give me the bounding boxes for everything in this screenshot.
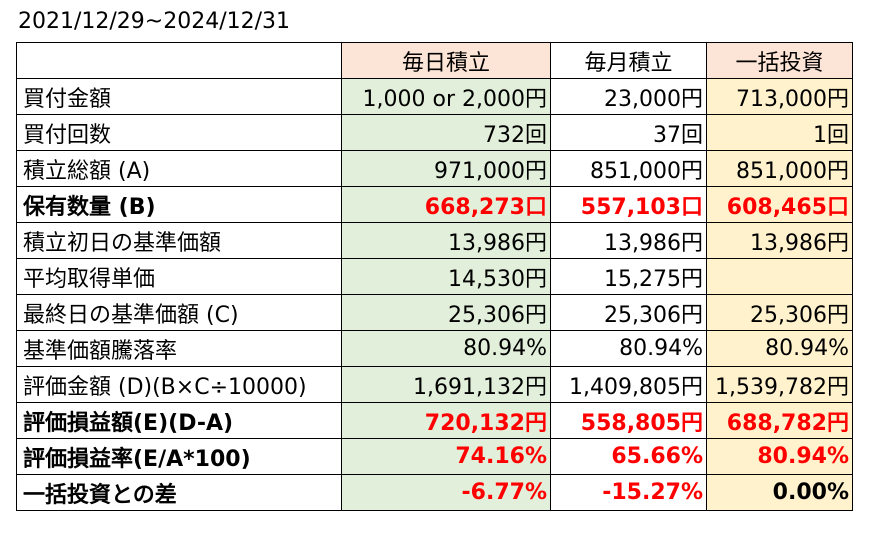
monthly-value: 25,306円 — [550, 294, 707, 331]
daily-value: 668,273口 — [341, 186, 551, 223]
monthly-value: -15.27% — [550, 474, 707, 511]
daily-value: 14,530円 — [341, 258, 551, 295]
monthly-value: 13,986円 — [550, 222, 707, 259]
daily-value: 1,000 or 2,000円 — [341, 78, 551, 115]
lump-value: 25,306円 — [706, 294, 853, 331]
daily-value: 720,132円 — [341, 402, 551, 439]
table-row: 最終日の基準価額 (C) 25,306円 25,306円 25,306円 — [16, 294, 853, 331]
lump-value: 13,986円 — [706, 222, 853, 259]
header-label-cell — [16, 42, 342, 79]
lump-value: 1,539,782円 — [706, 366, 853, 403]
monthly-value: 558,805円 — [550, 402, 707, 439]
period-label: 2021/12/29~2024/12/31 — [18, 9, 291, 34]
table-row: 買付回数 732回 37回 1回 — [16, 114, 853, 151]
header-row: 毎日積立 毎月積立 一括投資 — [16, 42, 853, 79]
lump-value: 713,000円 — [706, 78, 853, 115]
row-label: 積立総額 (A) — [16, 150, 342, 187]
monthly-value: 23,000円 — [550, 78, 707, 115]
daily-value: 732回 — [341, 114, 551, 151]
table-row: 評価損益額(E)(D-A) 720,132円 558,805円 688,782円 — [16, 402, 853, 439]
row-label: 買付金額 — [16, 78, 342, 115]
lump-value: 688,782円 — [706, 402, 853, 439]
lump-value: 608,465口 — [706, 186, 853, 223]
monthly-value: 37回 — [550, 114, 707, 151]
lump-value — [706, 258, 853, 295]
header-lump: 一括投資 — [706, 42, 853, 79]
monthly-value: 851,000円 — [550, 150, 707, 187]
monthly-value: 15,275円 — [550, 258, 707, 295]
row-label: 最終日の基準価額 (C) — [16, 294, 342, 331]
row-label: 保有数量 (B) — [16, 186, 342, 223]
row-label: 基準価額騰落率 — [16, 330, 342, 367]
daily-value: 80.94% — [341, 330, 551, 367]
table-row: 基準価額騰落率 80.94% 80.94% 80.94% — [16, 330, 853, 367]
header-daily: 毎日積立 — [341, 42, 551, 79]
table-row: 評価損益率(E/A*100) 74.16% 65.66% 80.94% — [16, 438, 853, 475]
daily-value: 971,000円 — [341, 150, 551, 187]
monthly-value: 1,409,805円 — [550, 366, 707, 403]
lump-value: 80.94% — [706, 438, 853, 475]
lump-value: 851,000円 — [706, 150, 853, 187]
row-label: 評価金額 (D)(B×C÷10000) — [16, 366, 342, 403]
monthly-value: 65.66% — [550, 438, 707, 475]
monthly-value: 80.94% — [550, 330, 707, 367]
row-label: 評価損益額(E)(D-A) — [16, 402, 342, 439]
table-row: 評価金額 (D)(B×C÷10000) 1,691,132円 1,409,805円 1… — [16, 366, 853, 403]
lump-value: 0.00% — [706, 474, 853, 511]
table-row: 平均取得単価 14,530円 15,275円 — [16, 258, 853, 295]
row-label: 評価損益率(E/A*100) — [16, 438, 342, 475]
table-row: 積立初日の基準価額 13,986円 13,986円 13,986円 — [16, 222, 853, 259]
comparison-table: 毎日積立 毎月積立 一括投資 買付金額 1,000 or 2,000円 23,000… — [16, 42, 853, 511]
table-row: 積立総額 (A) 971,000円 851,000円 851,000円 — [16, 150, 853, 187]
row-label: 平均取得単価 — [16, 258, 342, 295]
daily-value: 74.16% — [341, 438, 551, 475]
table-row: 買付金額 1,000 or 2,000円 23,000円 713,000円 — [16, 78, 853, 115]
daily-value: -6.77% — [341, 474, 551, 511]
daily-value: 25,306円 — [341, 294, 551, 331]
daily-value: 13,986円 — [341, 222, 551, 259]
row-label: 買付回数 — [16, 114, 342, 151]
row-label: 一括投資との差 — [16, 474, 342, 511]
row-label: 積立初日の基準価額 — [16, 222, 342, 259]
daily-value: 1,691,132円 — [341, 366, 551, 403]
table-row: 保有数量 (B) 668,273口 557,103口 608,465口 — [16, 186, 853, 223]
monthly-value: 557,103口 — [550, 186, 707, 223]
lump-value: 80.94% — [706, 330, 853, 367]
header-monthly: 毎月積立 — [550, 42, 707, 79]
table-row: 一括投資との差 -6.77% -15.27% 0.00% — [16, 474, 853, 511]
lump-value: 1回 — [706, 114, 853, 151]
